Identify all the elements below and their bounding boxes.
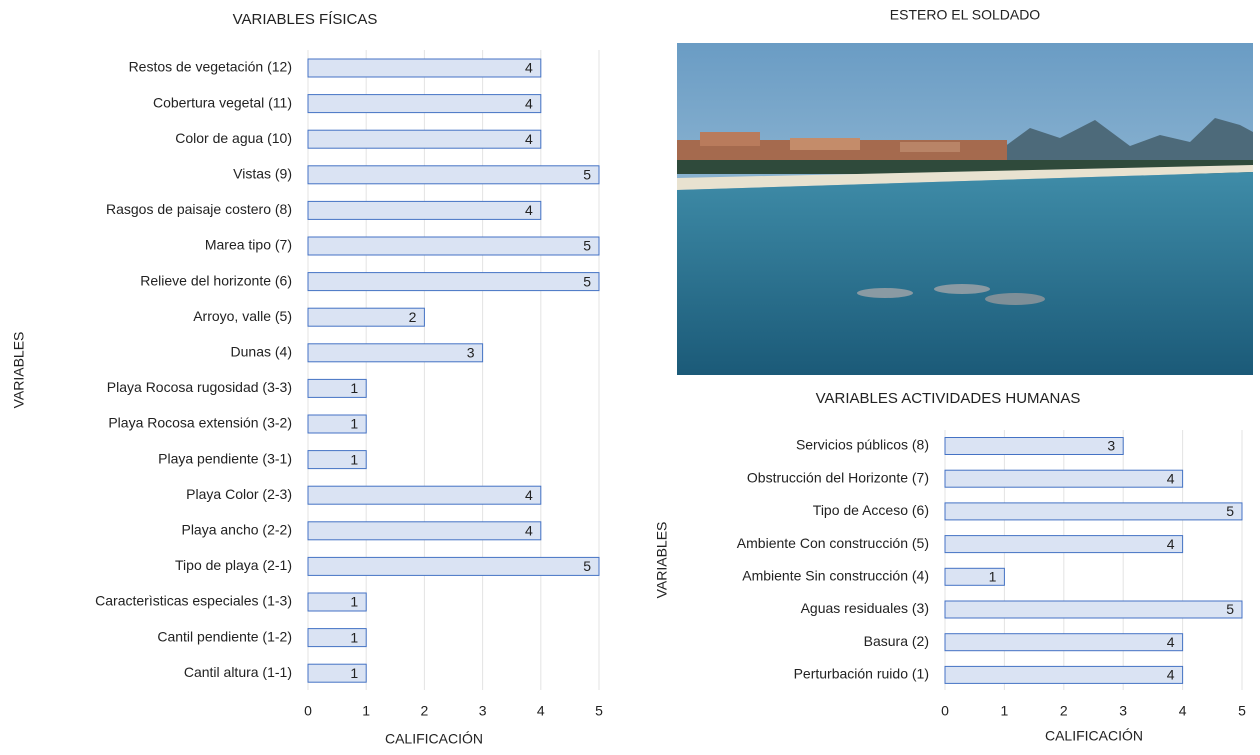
y-tick-label: Color de agua (10) bbox=[175, 130, 292, 146]
x-tick-label: 2 bbox=[1060, 703, 1068, 719]
value-label: 4 bbox=[525, 131, 533, 147]
bar bbox=[307, 94, 542, 114]
x-tick-label: 5 bbox=[1238, 703, 1246, 719]
x-tick-label: 1 bbox=[362, 703, 370, 719]
y-tick-label: Playa pendiente (3-1) bbox=[158, 450, 292, 466]
bar bbox=[307, 485, 542, 505]
value-label: 5 bbox=[583, 273, 591, 289]
y-tick-label: Playa Color (2-3) bbox=[186, 486, 292, 502]
x-axis-label: CALIFICACIÓN bbox=[385, 731, 483, 747]
y-tick-label: Ambiente Con construcción (5) bbox=[737, 535, 929, 551]
x-tick-label: 3 bbox=[1119, 703, 1127, 719]
chart-title: VARIABLES ACTIVIDADES HUMANAS bbox=[816, 390, 1081, 407]
y-tick-label: Vistas (9) bbox=[233, 166, 292, 182]
value-label: 5 bbox=[583, 167, 591, 183]
bar bbox=[307, 556, 600, 576]
y-tick-label: Servicios públicos (8) bbox=[796, 437, 929, 453]
x-tick-label: 5 bbox=[595, 703, 603, 719]
value-label: 1 bbox=[350, 629, 358, 645]
y-tick-label: Relieve del horizonte (6) bbox=[140, 272, 292, 288]
bar bbox=[944, 469, 1184, 488]
y-tick-label: Cobertura vegetal (11) bbox=[153, 94, 292, 110]
value-label: 1 bbox=[350, 451, 358, 467]
y-tick-label: Tipo de Acceso (6) bbox=[813, 502, 929, 518]
x-tick-label: 4 bbox=[537, 703, 545, 719]
bar bbox=[307, 272, 600, 292]
value-label: 4 bbox=[525, 95, 533, 111]
value-label: 1 bbox=[350, 594, 358, 610]
x-axis-label: CALIFICACIÓN bbox=[1045, 728, 1143, 744]
y-tick-label: Playa Rocosa extensión (3-2) bbox=[108, 415, 292, 431]
y-tick-label: Aguas residuales (3) bbox=[801, 600, 929, 616]
x-tick-label: 0 bbox=[304, 703, 312, 719]
value-label: 4 bbox=[1167, 634, 1175, 650]
y-tick-label: Perturbación ruido (1) bbox=[794, 666, 929, 682]
bar bbox=[944, 665, 1184, 684]
y-tick-label: Cantil pendiente (1-2) bbox=[157, 628, 292, 644]
y-tick-label: Restos de vegetación (12) bbox=[129, 59, 292, 75]
chart-title: VARIABLES FÍSICAS bbox=[233, 11, 378, 28]
bar bbox=[307, 378, 367, 398]
value-label: 1 bbox=[350, 416, 358, 432]
bar bbox=[307, 628, 367, 648]
bar bbox=[307, 414, 367, 434]
x-tick-label: 4 bbox=[1179, 703, 1187, 719]
y-tick-label: Playa ancho (2-2) bbox=[181, 522, 292, 538]
value-label: 4 bbox=[1167, 667, 1175, 683]
x-tick-label: 3 bbox=[479, 703, 487, 719]
y-tick-label: Arroyo, valle (5) bbox=[193, 308, 292, 324]
bar bbox=[307, 236, 600, 256]
bar bbox=[944, 502, 1243, 521]
value-label: 4 bbox=[525, 202, 533, 218]
value-label: 5 bbox=[1226, 503, 1234, 519]
bar bbox=[307, 129, 542, 149]
y-tick-label: Obstrucción del Horizonte (7) bbox=[747, 469, 929, 485]
bar bbox=[944, 633, 1184, 652]
value-label: 5 bbox=[1226, 601, 1234, 617]
y-tick-label: Rasgos de paisaje costero (8) bbox=[106, 201, 292, 217]
bar bbox=[944, 600, 1243, 619]
y-tick-label: Caracterìsticas especiales (1-3) bbox=[95, 593, 292, 609]
bar bbox=[307, 343, 484, 363]
y-tick-label: Playa Rocosa rugosidad (3-3) bbox=[107, 379, 292, 395]
x-tick-label: 1 bbox=[1001, 703, 1009, 719]
value-label: 3 bbox=[467, 345, 475, 361]
x-tick-label: 2 bbox=[421, 703, 429, 719]
value-label: 1 bbox=[350, 665, 358, 681]
bar bbox=[307, 450, 367, 470]
value-label: 4 bbox=[1167, 536, 1175, 552]
bar bbox=[307, 58, 542, 78]
value-label: 2 bbox=[409, 309, 417, 325]
value-label: 3 bbox=[1107, 438, 1115, 454]
y-tick-label: Basura (2) bbox=[864, 633, 929, 649]
value-label: 1 bbox=[989, 569, 997, 585]
value-label: 4 bbox=[525, 523, 533, 539]
photo bbox=[677, 43, 1253, 375]
bar bbox=[307, 200, 542, 220]
bar bbox=[307, 592, 367, 612]
bar bbox=[307, 165, 600, 185]
y-tick-label: Marea tipo (7) bbox=[205, 237, 292, 253]
y-axis-label: VARIABLES bbox=[11, 332, 27, 409]
bar bbox=[944, 567, 1005, 586]
y-tick-label: Cantil altura (1-1) bbox=[184, 664, 292, 680]
y-tick-label: Tipo de playa (2-1) bbox=[175, 557, 292, 573]
bar bbox=[307, 307, 425, 327]
x-tick-label: 0 bbox=[941, 703, 949, 719]
value-label: 4 bbox=[1167, 470, 1175, 486]
bar bbox=[307, 663, 367, 683]
y-axis-label: VARIABLES bbox=[654, 522, 670, 599]
y-tick-label: Ambiente Sin construcción (4) bbox=[742, 568, 929, 584]
y-tick-label: Dunas (4) bbox=[231, 344, 292, 360]
value-label: 5 bbox=[583, 238, 591, 254]
value-label: 4 bbox=[525, 60, 533, 76]
value-label: 4 bbox=[525, 487, 533, 503]
bar bbox=[307, 521, 542, 541]
bar bbox=[944, 437, 1124, 455]
value-label: 1 bbox=[350, 380, 358, 396]
photo-title: ESTERO EL SOLDADO bbox=[890, 7, 1041, 23]
bar bbox=[944, 535, 1184, 554]
value-label: 5 bbox=[583, 558, 591, 574]
